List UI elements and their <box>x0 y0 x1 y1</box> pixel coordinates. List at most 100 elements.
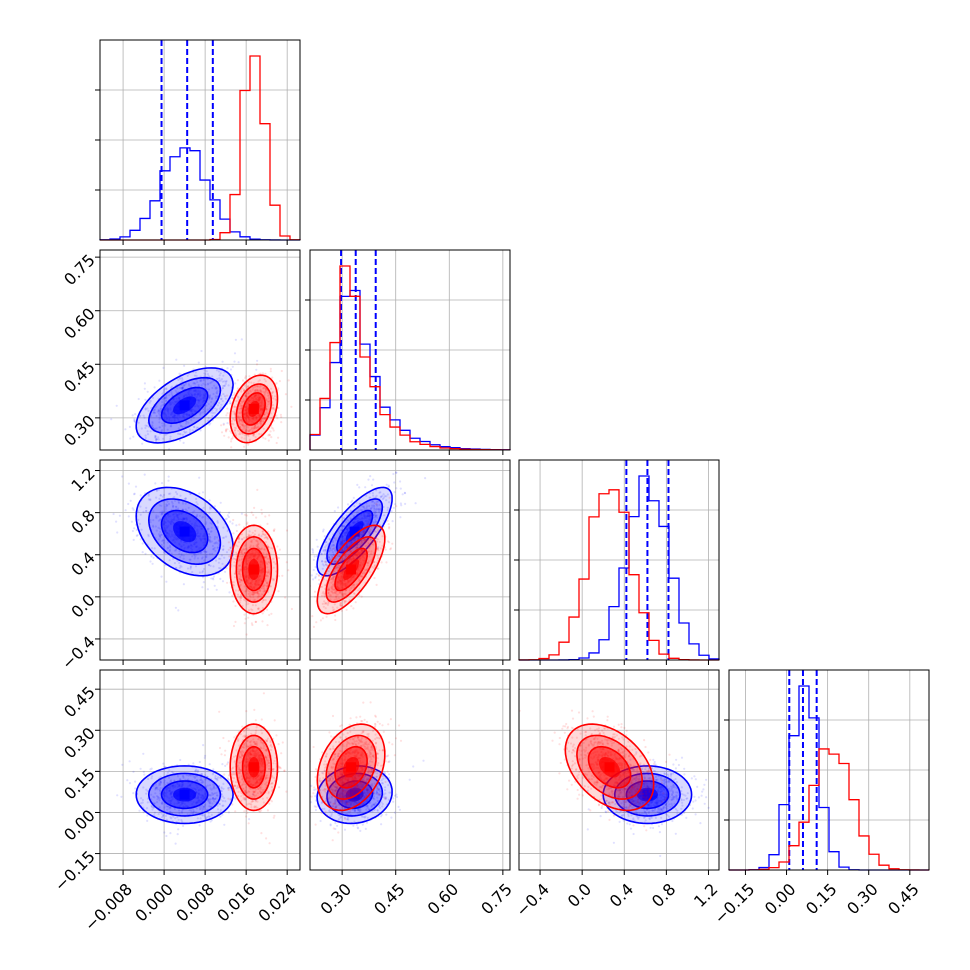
hist-cell-1 <box>305 249 511 455</box>
density-peak-red <box>248 762 259 773</box>
contour-blue <box>147 498 222 566</box>
contour-blue <box>147 376 222 434</box>
pair-cell-2-1 <box>309 459 511 665</box>
density-peak-blue <box>179 526 190 537</box>
contour-blue <box>135 486 234 577</box>
x-tick-label: −0.4 <box>512 880 553 921</box>
density-peak-red <box>248 403 259 414</box>
x-tick-label: 0.00 <box>761 880 800 919</box>
contour-red <box>229 723 279 812</box>
density-peak-blue <box>179 789 190 800</box>
contour-red <box>325 734 377 800</box>
contour-red <box>241 547 266 592</box>
pair-cell-3-1 <box>309 669 511 875</box>
y-tick-label: 0.30 <box>60 411 99 450</box>
axes-frame <box>99 249 301 451</box>
contour-blue <box>147 772 222 817</box>
y-tick-label: 0.45 <box>60 358 99 397</box>
y-tick-label: 0.8 <box>67 506 98 537</box>
contour-blue <box>135 765 234 825</box>
pair-cell-2-0 <box>95 459 301 665</box>
y-tick-label: −0.15 <box>51 847 99 895</box>
hist-cell-0 <box>95 39 301 245</box>
axes-frame <box>99 459 301 661</box>
y-tick-label: 1.2 <box>67 464 98 495</box>
y-tick-label: −0.4 <box>58 632 99 673</box>
axes-frame <box>518 669 720 871</box>
contour-red <box>334 745 368 789</box>
contour-red <box>316 524 386 615</box>
axes-frame <box>99 669 301 871</box>
contour-blue <box>613 772 681 817</box>
contour-blue <box>335 780 374 810</box>
contour-red <box>235 383 273 435</box>
contour-blue <box>335 509 374 554</box>
density-peak-red <box>248 564 259 575</box>
contour-red <box>241 392 266 426</box>
density-peak-blue <box>179 400 190 411</box>
contour-blue <box>135 367 234 444</box>
y-tick-label: 0.75 <box>60 250 99 289</box>
contour-blue <box>316 765 393 825</box>
x-tick-label: 0.30 <box>843 880 882 919</box>
x-tick-label: 0.75 <box>477 880 516 919</box>
y-tick-label: 0.45 <box>60 683 99 722</box>
x-tick-label: 0.8 <box>648 880 679 911</box>
density-peak-red <box>346 762 357 773</box>
corner-cells <box>95 39 930 875</box>
axes-frame <box>309 669 511 871</box>
y-tick-label: 0.15 <box>60 765 99 804</box>
x-tick-label: 0.30 <box>317 880 356 919</box>
x-tick-label: −0.15 <box>710 880 758 928</box>
contour-red <box>334 547 368 592</box>
density-peak-red <box>604 762 615 773</box>
contour-blue <box>602 765 693 825</box>
contour-blue <box>160 386 209 425</box>
hist-blue-3 <box>729 685 929 871</box>
density-peak-blue <box>349 789 360 800</box>
contour-red <box>564 723 655 812</box>
contour-red <box>316 723 386 812</box>
density-peak-blue <box>642 789 653 800</box>
axes-frame <box>309 459 511 661</box>
contour-red <box>229 374 279 444</box>
contour-red <box>325 535 377 603</box>
density-peak-blue <box>349 526 360 537</box>
contour-blue <box>326 772 384 817</box>
y-tick-label: 0.00 <box>60 806 99 845</box>
x-tick-label: 0.60 <box>424 880 463 919</box>
y-tick-label: 0.0 <box>67 590 98 621</box>
contour-red <box>576 734 644 800</box>
x-tick-label: −0.008 <box>81 880 136 935</box>
pair-cell-1-0 <box>95 249 301 455</box>
x-tick-label: 0.45 <box>370 880 409 919</box>
hist-cell-3 <box>724 669 930 875</box>
contour-blue <box>326 498 384 566</box>
pair-cell-3-2 <box>518 669 720 875</box>
x-tick-label: 0.000 <box>131 880 177 926</box>
x-tick-label: 0.008 <box>172 880 218 926</box>
y-tick-label: 0.4 <box>67 548 98 579</box>
x-tick-label: 0.45 <box>884 880 923 919</box>
contour-red <box>229 524 279 615</box>
hist-red-0 <box>100 55 301 241</box>
contour-blue <box>160 509 209 554</box>
contour-red <box>235 535 273 603</box>
density-peak-red <box>346 564 357 575</box>
x-tick-label: 0.024 <box>254 880 300 926</box>
contour-blue <box>316 486 393 577</box>
hist-cell-2 <box>514 459 720 665</box>
x-tick-label: 0.4 <box>606 880 637 911</box>
contour-red <box>587 745 632 789</box>
contour-red <box>235 734 273 800</box>
pair-cell-3-0 <box>95 669 301 875</box>
x-tick-label: 0.016 <box>213 880 259 926</box>
x-tick-label: 1.2 <box>690 880 721 911</box>
contour-red <box>241 745 266 789</box>
y-tick-label: 0.30 <box>60 724 99 763</box>
y-tick-label: 0.60 <box>60 304 99 343</box>
x-tick-label: 0.0 <box>564 880 595 911</box>
contour-blue <box>160 780 209 810</box>
